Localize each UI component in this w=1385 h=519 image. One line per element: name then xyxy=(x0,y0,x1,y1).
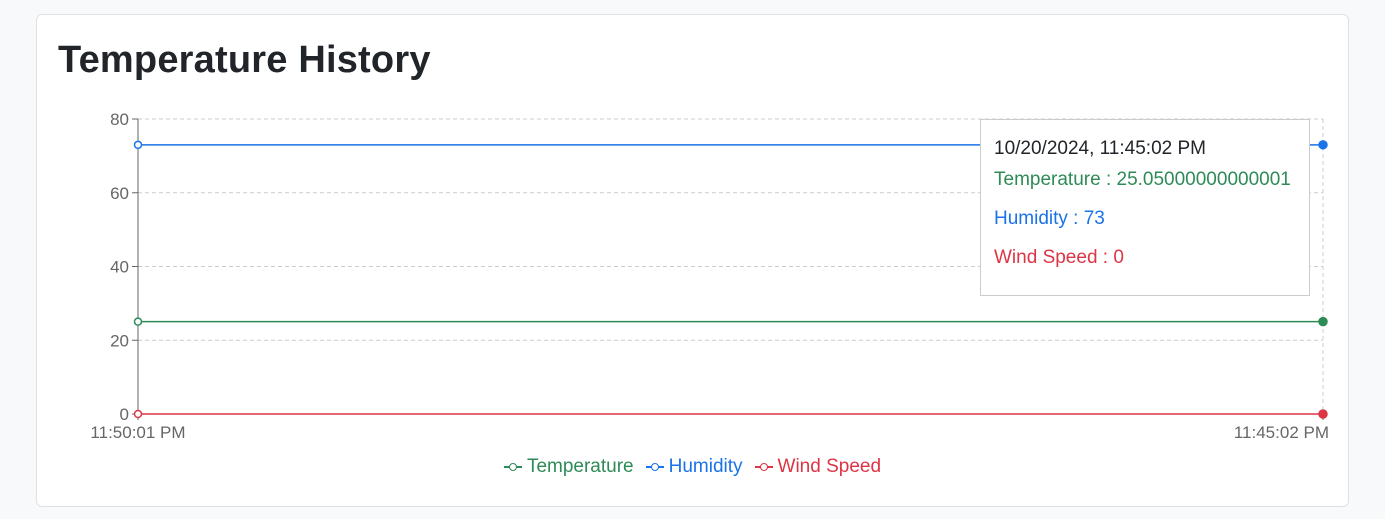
legend-label-humidity: Humidity xyxy=(668,456,743,477)
data-point-wind-speed[interactable] xyxy=(133,409,143,419)
card-title: Temperature History xyxy=(58,39,431,81)
legend-label-wind-speed: Wind Speed xyxy=(777,456,882,477)
legend-item-temperature[interactable]: Temperature xyxy=(503,456,634,478)
data-point-humidity[interactable] xyxy=(1318,140,1328,150)
series-lines xyxy=(133,140,1328,419)
legend-item-wind-speed[interactable]: Wind Speed xyxy=(754,456,882,478)
x-tick-label: 11:45:02 PM xyxy=(1234,423,1329,442)
y-tick-label: 40 xyxy=(110,258,129,277)
y-tick-label: 60 xyxy=(110,184,129,203)
legend-label-temperature: Temperature xyxy=(526,456,634,477)
data-point-humidity[interactable] xyxy=(133,140,143,150)
y-tick-label: 0 xyxy=(120,405,129,424)
tooltip-row-temperature: Temperature : 25.05000000000001 xyxy=(994,169,1291,190)
data-point-wind-speed[interactable] xyxy=(1318,409,1328,419)
legend-item-humidity[interactable]: Humidity xyxy=(645,456,743,478)
legend-swatch-wind-speed xyxy=(754,461,773,473)
data-point-temperature[interactable] xyxy=(1318,316,1328,327)
y-tick-label: 20 xyxy=(110,331,129,350)
y-tick-label: 80 xyxy=(110,110,129,129)
legend-swatch-humidity xyxy=(645,461,664,473)
tooltip-row-humidity: Humidity : 73 xyxy=(994,208,1105,229)
tooltip-row-wind-speed: Wind Speed : 0 xyxy=(994,247,1124,268)
tick-labels: 0 20 40 60 80 11:50:01 PM 11:45:02 PM xyxy=(90,110,1329,442)
chart-tooltip: 10/20/2024, 11:45:02 PM Temperature : 25… xyxy=(980,119,1310,296)
chart-legend: Temperature Humidity Wind Speed xyxy=(0,456,1385,478)
legend-swatch-temperature xyxy=(503,461,522,473)
tooltip-label: 10/20/2024, 11:45:02 PM xyxy=(994,138,1206,159)
x-tick-label: 11:50:01 PM xyxy=(90,423,185,442)
data-point-temperature[interactable] xyxy=(133,317,143,326)
